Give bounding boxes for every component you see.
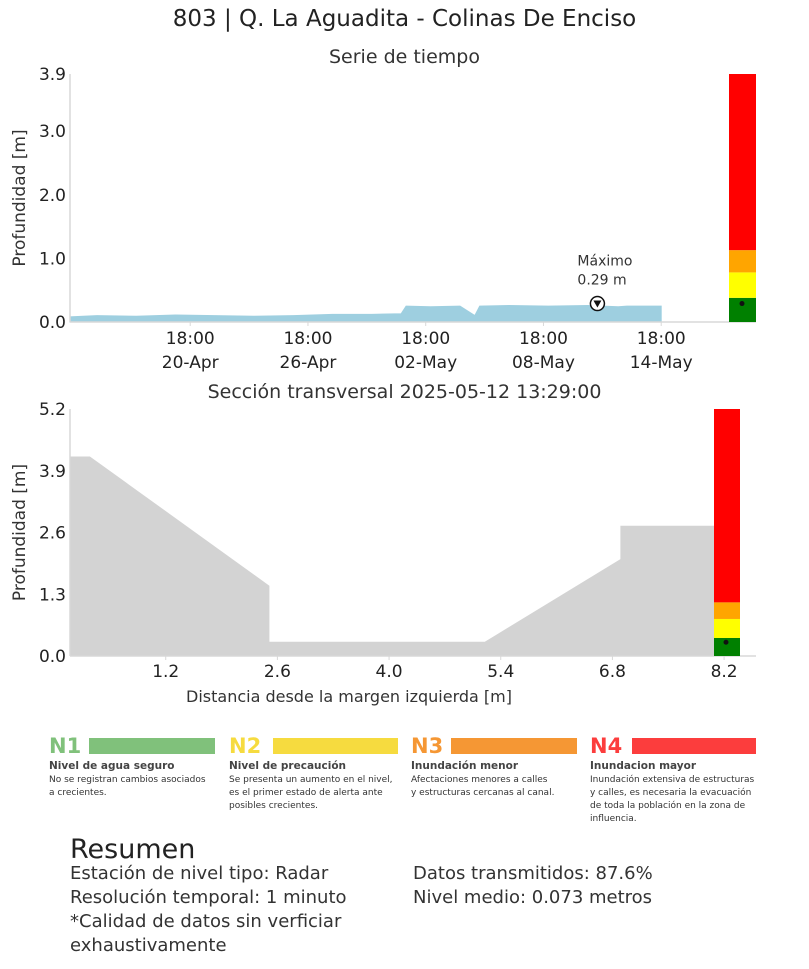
timeseries-y-tick-label: 1.0 bbox=[39, 249, 66, 269]
timeseries-alert-level-segment bbox=[729, 272, 756, 298]
cross-section-y-tick-label: 2.6 bbox=[39, 524, 66, 544]
summary-quality-note: *Calidad de datos sin verficiar bbox=[70, 911, 342, 932]
legend-description-line: No se registran cambios asociados bbox=[49, 775, 206, 785]
cross-section-x-tick-label: 5.4 bbox=[487, 662, 514, 682]
legend-code: N4 bbox=[590, 734, 623, 758]
summary-resolution: Resolución temporal: 1 minuto bbox=[70, 887, 347, 908]
timeseries-chart: 0.0 1.0 2.0 3.0 3.9 Profundidad [m] 18:00 20-Ap… bbox=[10, 65, 756, 373]
summary-title: Resumen bbox=[70, 834, 196, 865]
legend-item-n1: N1 Nivel de agua seguro No se registran ca… bbox=[49, 734, 219, 830]
cross-section-title: Sección transversal 2025-05-12 13:29:00 bbox=[207, 381, 602, 403]
legend-level-description: No se registran cambios asociados a creci… bbox=[49, 774, 206, 800]
timeseries-x-tick-time: 18:00 bbox=[283, 329, 332, 349]
cross-section-x-tick-label: 4.0 bbox=[376, 662, 403, 682]
cross-section-x-tick-label: 1.2 bbox=[152, 662, 179, 682]
legend-item-n3: N3 Inundación menor Afectaciones menores a… bbox=[411, 734, 581, 830]
page-title: 803 | Q. La Aguadita - Colinas De Enciso bbox=[172, 6, 637, 32]
legend-level-name: Nivel de agua seguro bbox=[49, 760, 175, 772]
legend-description-line: posibles crecientes. bbox=[229, 801, 319, 811]
cross-section-alert-level-segment bbox=[714, 637, 740, 656]
summary-left-column: Estación de nivel tipo: Radar Resolución… bbox=[70, 862, 347, 958]
max-annotation-value: 0.29 m bbox=[577, 273, 626, 289]
legend-item-n4: N4 Inundacion mayor Inundación extensiva d… bbox=[590, 734, 760, 830]
cross-section-x-tick-label: 2.6 bbox=[264, 662, 291, 682]
timeseries-title: Serie de tiempo bbox=[329, 46, 480, 68]
summary-data-transmitted: Datos transmitidos: 87.6% bbox=[413, 863, 653, 884]
cross-section-y-axis-label: Profundidad [m] bbox=[10, 464, 30, 601]
legend-description-line: influencia. bbox=[590, 814, 637, 824]
timeseries-alert-level-segment bbox=[729, 74, 756, 251]
cross-section-alert-level-segment bbox=[714, 602, 740, 619]
cross-section-y-tick-label: 5.2 bbox=[39, 400, 66, 420]
timeseries-x-tick-time: 18:00 bbox=[637, 329, 686, 349]
legend-description-line: a crecientes. bbox=[49, 788, 107, 798]
timeseries-y-tick-label: 3.9 bbox=[39, 65, 66, 85]
cross-section-chart: 0.0 1.3 2.6 3.9 5.2 1.2 2.6 4.0 5.4 6.8 8.2 Profund… bbox=[10, 400, 756, 706]
cross-section-y-tick-label: 1.3 bbox=[39, 585, 66, 605]
legend-color-bar bbox=[273, 738, 398, 754]
legend-code: N3 bbox=[411, 734, 444, 758]
summary-mean-level: Nivel medio: 0.073 metros bbox=[413, 887, 653, 908]
legend-description-line: de toda la población en la zona de bbox=[590, 801, 746, 811]
timeseries-current-level-dot bbox=[739, 301, 745, 307]
legend-level-description: Se presenta un aumento en el nivel, es el… bbox=[229, 774, 393, 813]
cross-section-alert-level-segment bbox=[714, 618, 740, 638]
legend-description-line: y estructuras cercanas al canal. bbox=[411, 788, 555, 798]
max-annotation-label: Máximo bbox=[577, 254, 632, 270]
timeseries-x-tick-time: 18:00 bbox=[166, 329, 215, 349]
max-marker-triangle-icon bbox=[593, 300, 602, 308]
timeseries-alert-level-segment bbox=[729, 250, 756, 273]
legend-description-line: es el primer estado de alerta ante bbox=[229, 788, 383, 798]
legend-description-line: Se presenta un aumento en el nivel, bbox=[229, 775, 393, 785]
timeseries-x-tick-time: 18:00 bbox=[401, 329, 450, 349]
legend-level-name: Inundacion mayor bbox=[590, 760, 697, 772]
legend-description-line: Inundación extensiva de estructuras bbox=[590, 775, 755, 785]
legend-level-name: Inundación menor bbox=[411, 760, 519, 772]
timeseries-y-tick-label: 2.0 bbox=[39, 186, 66, 206]
timeseries-y-tick-label: 0.0 bbox=[39, 313, 66, 333]
cross-section-alert-level-segment bbox=[714, 409, 740, 603]
cross-section-y-tick-label: 3.9 bbox=[39, 462, 66, 482]
cross-section-terrain bbox=[70, 430, 740, 656]
legend-description-line: Afectaciones menores a calles bbox=[411, 775, 548, 785]
legend-color-bar bbox=[89, 738, 215, 754]
legend-item-n2: N2 Nivel de precaución Se presenta un aume… bbox=[229, 734, 399, 830]
timeseries-x-tick-date: 02-May bbox=[394, 353, 457, 373]
cross-section-y-tick-label: 0.0 bbox=[39, 647, 66, 667]
timeseries-x-tick-date: 26-Apr bbox=[280, 353, 337, 373]
summary-quality-note-cont: exhaustivamente bbox=[70, 935, 227, 956]
timeseries-x-tick-date: 14-May bbox=[630, 353, 693, 373]
legend-code: N1 bbox=[49, 734, 82, 758]
legend-color-bar bbox=[451, 738, 577, 754]
timeseries-x-tick-time: 18:00 bbox=[519, 329, 568, 349]
legend-code: N2 bbox=[229, 734, 262, 758]
timeseries-x-tick-date: 20-Apr bbox=[162, 353, 219, 373]
legend-level-description: Afectaciones menores a calles y estructur… bbox=[411, 774, 554, 800]
legend-level-description: Inundación extensiva de estructuras y cal… bbox=[590, 774, 754, 826]
summary-station-type: Estación de nivel tipo: Radar bbox=[70, 863, 329, 884]
timeseries-y-axis-label: Profundidad [m] bbox=[10, 129, 30, 266]
timeseries-depth-area bbox=[69, 304, 662, 323]
legend-description-line: y calles, es necesaria la evacuación bbox=[590, 788, 752, 798]
cross-section-current-level-dot bbox=[723, 639, 729, 645]
timeseries-x-tick-date: 08-May bbox=[512, 353, 575, 373]
cross-section-x-tick-label: 6.8 bbox=[599, 662, 626, 682]
legend-color-bar bbox=[632, 738, 756, 754]
legend-level-name: Nivel de precaución bbox=[229, 760, 347, 772]
summary-right-column: Datos transmitidos: 87.6% Nivel medio: 0… bbox=[413, 862, 653, 910]
cross-section-x-axis-label: Distancia desde la margen izquierda [m] bbox=[186, 687, 512, 706]
cross-section-x-tick-label: 8.2 bbox=[711, 662, 738, 682]
timeseries-y-tick-label: 3.0 bbox=[39, 122, 66, 142]
